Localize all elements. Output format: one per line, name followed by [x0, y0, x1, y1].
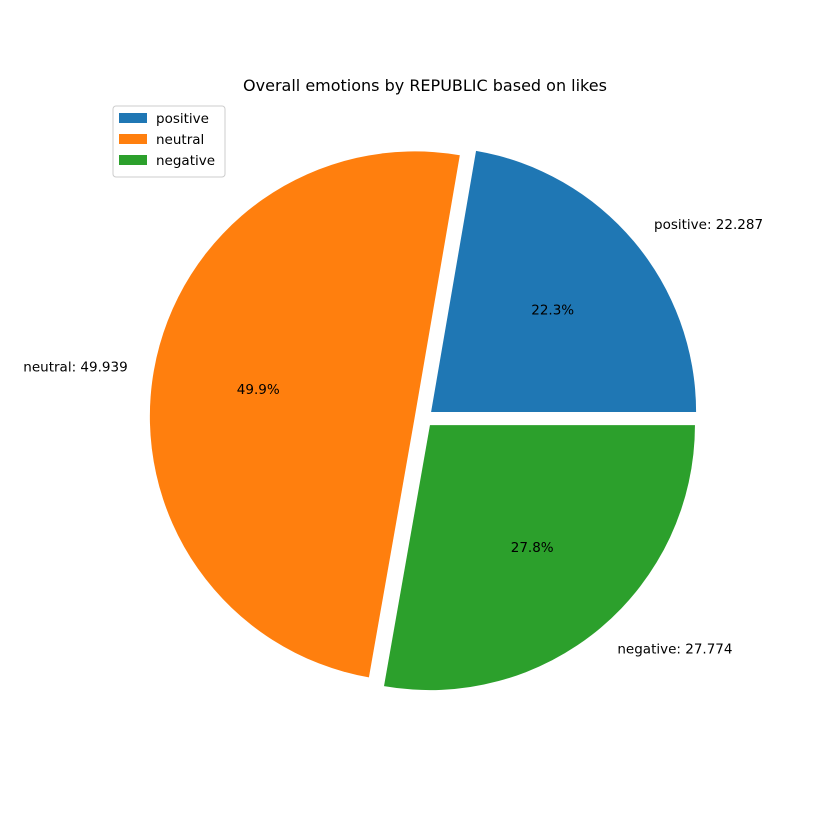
pie-pct-label-neutral: 49.9%	[237, 382, 280, 398]
legend-label-negative: negative	[156, 153, 215, 169]
pie-outer-label-positive: positive: 22.287	[654, 217, 763, 233]
pie-pct-label-positive: 22.3%	[531, 303, 574, 319]
pie-outer-label-negative: negative: 27.774	[617, 641, 732, 657]
pie-slice-positive	[431, 150, 697, 413]
pie-labels: 22.3% positive: 22.287 49.9% neutral: 49.93…	[23, 217, 763, 657]
pie-slice-negative	[384, 425, 695, 691]
pie-slices	[149, 150, 697, 691]
legend-label-neutral: neutral	[156, 132, 204, 148]
legend-label-positive: positive	[156, 111, 209, 127]
pie-pct-label-negative: 27.8%	[511, 540, 554, 556]
legend-swatch-neutral	[119, 134, 147, 144]
legend-swatch-positive	[119, 113, 147, 123]
legend-swatch-negative	[119, 155, 147, 165]
pie-slice-neutral	[149, 151, 460, 678]
pie-outer-label-neutral: neutral: 49.939	[23, 359, 127, 375]
chart-title: Overall emotions by REPUBLIC based on li…	[243, 76, 607, 95]
legend: positive neutral negative	[112, 105, 226, 178]
